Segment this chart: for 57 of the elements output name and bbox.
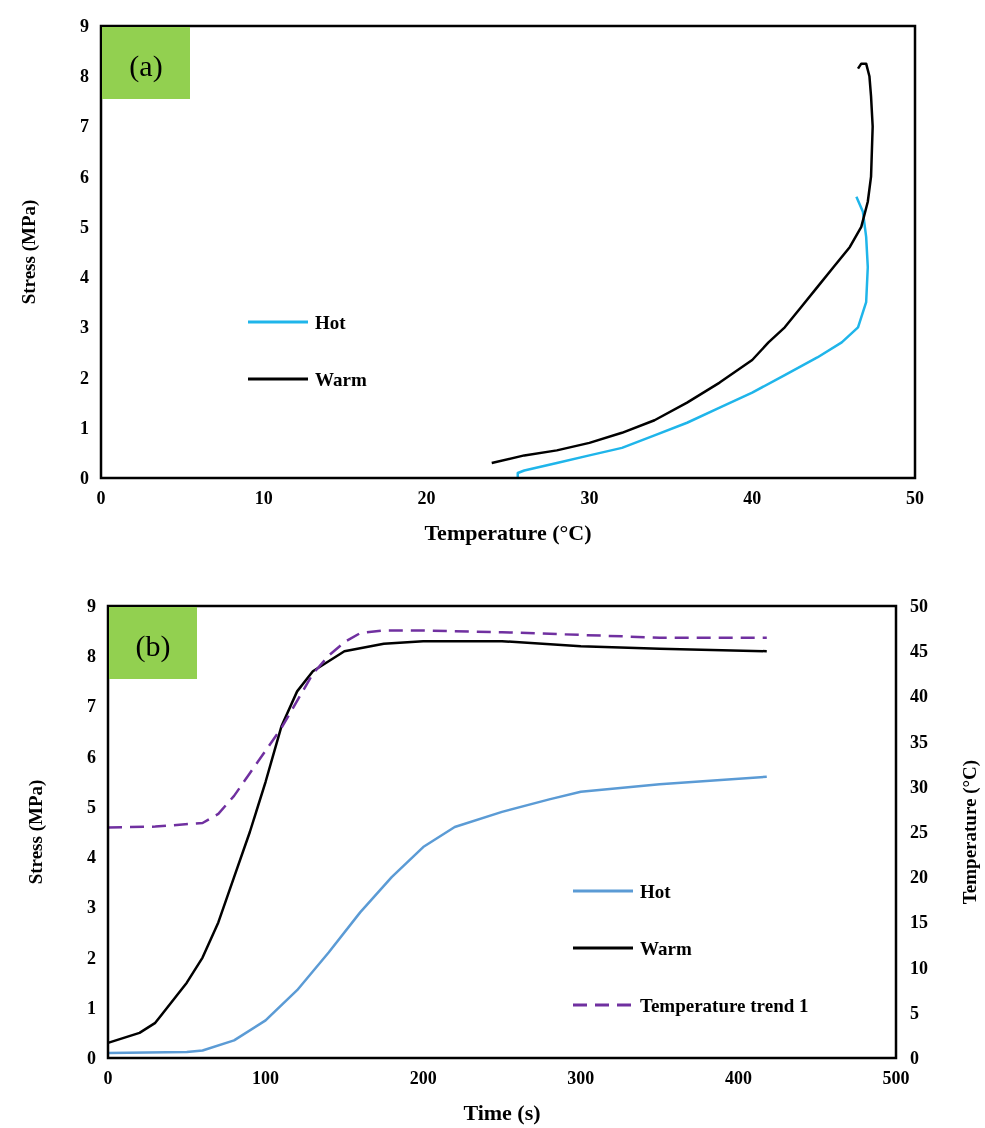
y2-tick-label: 5 [910, 1002, 919, 1023]
y-tick-label: 6 [87, 746, 96, 767]
y2-tick-label: 20 [910, 867, 928, 888]
y2-axis-title: Temperature (°C) [959, 759, 981, 905]
x-tick-label: 500 [882, 1068, 910, 1088]
y-tick-label: 8 [87, 646, 96, 667]
y-tick-label: 2 [87, 947, 96, 968]
x-tick-label: 0 [103, 1068, 113, 1088]
x-tick-label: 30 [580, 488, 599, 508]
y-tick-label: 0 [80, 468, 89, 488]
y-tick-label: 1 [80, 417, 89, 438]
y-tick-label: 9 [87, 596, 96, 616]
y2-tick-label: 15 [910, 912, 928, 933]
x-tick-label: 300 [567, 1068, 595, 1088]
y-tick-label: 0 [87, 1048, 96, 1068]
annotation: (a) [129, 49, 163, 83]
y-tick-label: 6 [80, 166, 89, 187]
y-tick-label: 4 [80, 267, 89, 288]
x-axis-title: Temperature (°C) [424, 520, 592, 545]
y2-tick-label: 50 [910, 596, 928, 616]
y2-tick-label: 25 [910, 822, 928, 842]
y-tick-label: 7 [80, 116, 89, 137]
y-tick-label: 3 [80, 317, 89, 338]
y-tick-label: 8 [80, 66, 89, 87]
y2-tick-label: 10 [910, 957, 928, 978]
legend-label: Temperature trend 1 [640, 995, 809, 1016]
line-series [516, 195, 870, 480]
x-axis-title: Time (s) [463, 1100, 541, 1125]
y2-tick-label: 30 [910, 776, 928, 797]
y-tick-label: 7 [87, 696, 96, 717]
legend-label: Hot [315, 312, 347, 333]
y-axis-title: Stress (MPa) [25, 779, 47, 885]
x-tick-label: 10 [254, 488, 273, 508]
y2-tick-label: 40 [910, 686, 928, 707]
y-tick-label: 2 [80, 367, 89, 388]
line-series [106, 629, 769, 829]
legend-label: Warm [640, 938, 692, 959]
x-tick-label: 50 [906, 488, 924, 508]
x-tick-label: 200 [409, 1068, 437, 1088]
y-tick-label: 5 [80, 216, 89, 237]
y-tick-label: 4 [87, 847, 96, 868]
line-series [490, 62, 874, 465]
y-tick-label: 1 [87, 997, 96, 1018]
y2-tick-label: 0 [910, 1048, 919, 1068]
annotation: (b) [135, 629, 171, 663]
y2-tick-label: 45 [910, 641, 928, 662]
legend-label: Warm [315, 369, 367, 390]
x-tick-label: 100 [252, 1068, 280, 1088]
y-tick-label: 3 [87, 897, 96, 918]
y2-tick-label: 35 [910, 731, 928, 752]
y-axis-title: Stress (MPa) [18, 199, 40, 305]
legend-label: Hot [640, 881, 672, 902]
x-tick-label: 40 [743, 488, 762, 508]
y-tick-label: 9 [80, 16, 89, 36]
y-tick-label: 5 [87, 796, 96, 817]
x-tick-label: 400 [724, 1068, 752, 1088]
x-tick-label: 20 [417, 488, 436, 508]
